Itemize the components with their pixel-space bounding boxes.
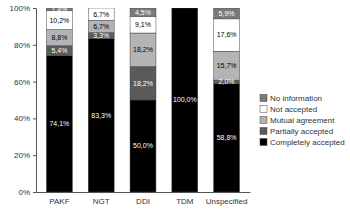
y-axis: 0% 20% 40% 60% 80% 100%	[10, 4, 37, 197]
bar-segment	[46, 11, 72, 30]
bar-segment	[172, 8, 198, 192]
bar-segment	[130, 8, 156, 16]
x-tick: DDI	[136, 192, 150, 206]
y-tick: 40%	[14, 114, 36, 123]
y-tick: 100%	[10, 4, 36, 13]
bar-segment	[172, 8, 198, 9]
bar-segment	[130, 67, 156, 100]
data-label: 18,2%	[133, 80, 153, 87]
y-tick: 60%	[14, 78, 36, 87]
data-label: 2,0%	[219, 78, 235, 85]
data-label: 17,6%	[217, 31, 237, 38]
y-tick: 0%	[18, 188, 36, 197]
bar-segment	[88, 8, 114, 9]
bar-segment	[130, 100, 156, 192]
data-label: 4,5%	[135, 9, 151, 16]
data-label: 15,7%	[217, 62, 237, 69]
bar-segment	[88, 20, 114, 32]
data-label: 83,3%	[91, 112, 111, 119]
legend-swatch	[260, 116, 267, 123]
y-tick-mark	[33, 155, 36, 156]
x-axis-line	[37, 192, 251, 193]
data-label: 8,8%	[51, 34, 67, 41]
y-tick: 20%	[14, 151, 36, 160]
legend-item: Mutual agreement	[260, 116, 335, 125]
plot: 0% 20% 40% 60% 80% 100% PAKF NGT DDI TDM Unspecifi…	[10, 4, 251, 206]
bar-segment	[172, 8, 198, 9]
y-axis-line	[33, 9, 37, 193]
x-tick-label: PAKF	[49, 197, 69, 206]
data-label: 5,9%	[219, 10, 235, 17]
legend-label: Completely accepted	[270, 138, 345, 147]
x-tick-label: DDI	[136, 197, 150, 206]
data-label: 3,3%	[93, 32, 109, 39]
y-tick-label: 100%	[10, 4, 30, 13]
bar-segment	[130, 16, 156, 33]
y-tick-label: 40%	[14, 114, 30, 123]
x-tick-label: Unspecified	[206, 197, 248, 206]
y-tick-mark	[33, 45, 36, 46]
x-tick-label: TDM	[176, 197, 194, 206]
x-tick-label: NGT	[93, 197, 110, 206]
data-label: 6,7%	[93, 23, 109, 30]
bar-segment	[214, 8, 240, 19]
data-label: 5,4%	[51, 47, 67, 54]
legend-item: No information	[260, 94, 322, 103]
x-axis: PAKF NGT DDI TDM Unspecified	[37, 192, 251, 206]
data-labels: 74,1% 83,3% 50,0% 100,0% 58,8% 5,4% 3,3% 18,2% 2…	[49, 6, 236, 150]
chart: 0% 20% 40% 60% 80% 100% PAKF NGT DDI TDM Unspecifi…	[0, 0, 350, 216]
y-tick-label: 0%	[18, 188, 30, 197]
bar-segment	[214, 19, 240, 51]
bar-segment	[46, 30, 72, 46]
bar-segment	[46, 56, 72, 192]
legend-item: Partially accepted	[260, 127, 333, 136]
data-label: 74,1%	[49, 120, 69, 127]
bar-segment	[172, 8, 198, 9]
data-label: 100,0%	[173, 96, 197, 103]
bar-segment	[214, 84, 240, 192]
bar-segment	[88, 39, 114, 192]
legend-label: Partially accepted	[270, 127, 333, 136]
data-label: 6,7%	[93, 11, 109, 18]
y-tick-label: 60%	[14, 78, 30, 87]
legend-swatch	[260, 105, 267, 112]
bars	[46, 8, 239, 192]
data-label: 58,8%	[217, 134, 237, 141]
legend-label: Not accepted	[270, 105, 317, 114]
y-tick-mark	[33, 118, 36, 119]
legend-item: Not accepted	[260, 105, 317, 114]
y-tick-mark	[33, 8, 36, 9]
data-label: 1,4%	[51, 6, 67, 13]
legend-item: Completely accepted	[260, 138, 345, 147]
data-label: 9,1%	[135, 21, 151, 28]
x-tick: TDM	[176, 192, 194, 206]
y-tick: 80%	[14, 41, 36, 50]
legend-label: No information	[270, 94, 322, 103]
legend-label: Mutual agreement	[270, 116, 335, 125]
bar-segment	[130, 33, 156, 66]
bar-segment	[46, 46, 72, 56]
y-tick-mark	[33, 192, 36, 193]
x-tick: Unspecified	[206, 192, 248, 206]
data-label: 50,0%	[133, 142, 153, 149]
bar-segment	[88, 8, 114, 20]
y-tick-label: 80%	[14, 41, 30, 50]
legend-swatch	[260, 127, 267, 134]
x-tick: PAKF	[49, 192, 69, 206]
legend-swatch	[260, 138, 267, 145]
y-tick-label: 20%	[14, 151, 30, 160]
y-tick-mark	[33, 82, 36, 83]
data-label: 18,2%	[133, 46, 153, 53]
bar-segment	[172, 8, 198, 9]
legend-swatch	[260, 94, 267, 101]
bar-segment	[88, 33, 114, 39]
legend: No information Not accepted Mutual agreeme…	[260, 94, 345, 147]
x-tick: NGT	[93, 192, 110, 206]
data-label: 10,2%	[49, 17, 69, 24]
bar-segment	[214, 51, 240, 80]
